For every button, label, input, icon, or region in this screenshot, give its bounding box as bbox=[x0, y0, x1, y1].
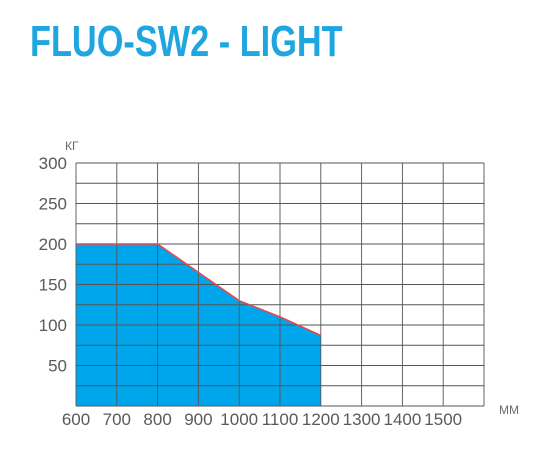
x-tick-label: 1000 bbox=[220, 410, 258, 429]
x-tick-label: 1400 bbox=[383, 410, 421, 429]
x-tick-label: 700 bbox=[103, 410, 131, 429]
x-tick-label: 1300 bbox=[343, 410, 381, 429]
y-axis-label: КГ bbox=[65, 139, 79, 153]
line-layer bbox=[76, 243, 322, 337]
y-tick-label: 250 bbox=[39, 195, 67, 214]
x-tick-label: 600 bbox=[62, 410, 90, 429]
x-tick-label: 900 bbox=[184, 410, 212, 429]
y-tick-label: 100 bbox=[39, 316, 67, 335]
y-tick-label: 200 bbox=[39, 235, 67, 254]
page-title: FLUO-SW2 - LIGHT bbox=[30, 17, 343, 66]
x-tick-label: 800 bbox=[143, 410, 171, 429]
y-tick-label: 300 bbox=[39, 154, 67, 173]
x-tick-label: 1200 bbox=[302, 410, 340, 429]
x-tick-label: 1100 bbox=[262, 410, 299, 429]
x-axis-label: MM bbox=[499, 403, 519, 417]
x-tick-label: 1500 bbox=[424, 410, 462, 429]
tick-layer: 300 250 200 150 100 50 600 700 800 900 1000 1100 120… bbox=[39, 154, 462, 429]
grid-layer bbox=[75, 162, 485, 407]
load-line bbox=[76, 243, 322, 337]
y-tick-label: 150 bbox=[39, 276, 67, 295]
y-tick-label: 50 bbox=[48, 357, 67, 376]
